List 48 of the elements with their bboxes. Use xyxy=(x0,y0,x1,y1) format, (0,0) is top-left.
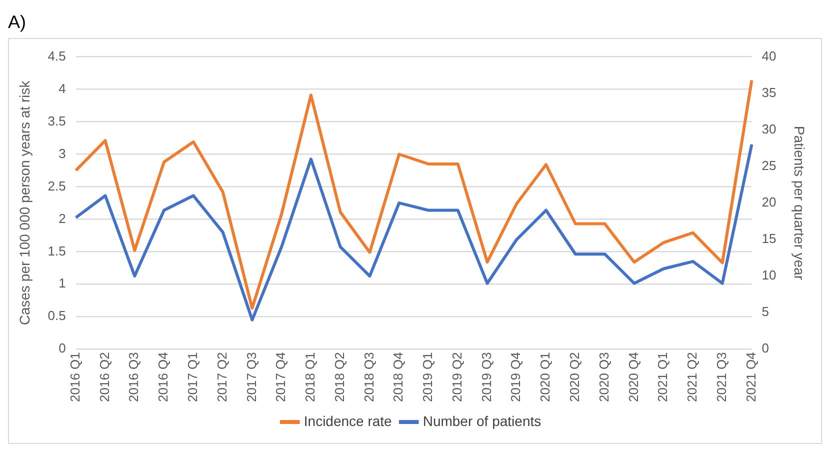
x-tick-label: 2017 Q1 xyxy=(184,352,200,402)
x-tick-label: 2020 Q1 xyxy=(538,352,553,402)
x-tick-label: 2021 Q3 xyxy=(714,352,729,402)
x-tick-label: 2016 Q3 xyxy=(126,352,142,402)
x-tick-label: 2016 Q2 xyxy=(96,352,112,402)
x-tick-label: 2017 Q2 xyxy=(214,352,230,402)
y-tick-label: 1.5 xyxy=(48,243,66,258)
y-tick-label: 2 xyxy=(58,210,66,226)
y2-tick-label: 35 xyxy=(762,84,776,100)
x-tick-label: 2019 Q3 xyxy=(478,352,494,402)
y2-tick-label: 15 xyxy=(762,231,776,246)
x-tick-label: 2020 Q4 xyxy=(626,352,641,402)
x-tick-label: 2020 Q2 xyxy=(567,352,582,402)
y-tick-label: 4.5 xyxy=(48,48,66,64)
y-tick-label: 4 xyxy=(58,80,66,96)
x-tick-label: 2018 Q4 xyxy=(390,352,406,402)
y-tick-label: 1 xyxy=(58,276,66,291)
x-tick-label: 2018 Q2 xyxy=(332,352,347,402)
y-tick-label: 3.5 xyxy=(48,113,66,128)
x-tick-label: 2018 Q3 xyxy=(361,352,376,402)
y-tick-label: 0.5 xyxy=(48,308,66,324)
x-tick-label: 2018 Q1 xyxy=(302,352,318,402)
y-tick-label: 2.5 xyxy=(48,178,66,194)
y2-tick-label: 20 xyxy=(762,194,776,210)
y-tick-label: 0 xyxy=(58,340,66,356)
x-tick-label: 2019 Q4 xyxy=(508,352,524,402)
y2-tick-label: 0 xyxy=(762,340,769,356)
x-tick-label: 2021 Q4 xyxy=(743,352,758,402)
y-axis-title: Cases per 100 000 person years at risk xyxy=(16,80,32,326)
x-tick-label: 2016 Q4 xyxy=(156,352,171,402)
x-tick-label: 2019 Q1 xyxy=(420,352,436,402)
x-tick-label: 2021 Q2 xyxy=(684,352,700,402)
y2-tick-label: 40 xyxy=(762,48,776,64)
y2-tick-label: 30 xyxy=(762,121,776,136)
legend-label: Incidence rate xyxy=(304,412,392,429)
chart-title: A) xyxy=(8,11,27,34)
y2-tick-label: 5 xyxy=(762,304,769,320)
x-tick-label: 2017 Q3 xyxy=(244,352,259,402)
x-tick-label: 2016 Q1 xyxy=(67,352,82,402)
x-tick-label: 2017 Q4 xyxy=(273,352,288,402)
y2-tick-label: 25 xyxy=(762,158,776,173)
y2-tick-label: 10 xyxy=(762,268,776,283)
x-tick-label: 2019 Q2 xyxy=(449,352,464,402)
x-tick-label: 2020 Q3 xyxy=(596,352,612,402)
y2-axis-title: Patients per quarter year xyxy=(792,126,808,280)
legend-label: Number of patients xyxy=(422,412,542,429)
x-tick-label: 2021 Q1 xyxy=(655,352,670,402)
y-tick-label: 3 xyxy=(58,146,66,161)
